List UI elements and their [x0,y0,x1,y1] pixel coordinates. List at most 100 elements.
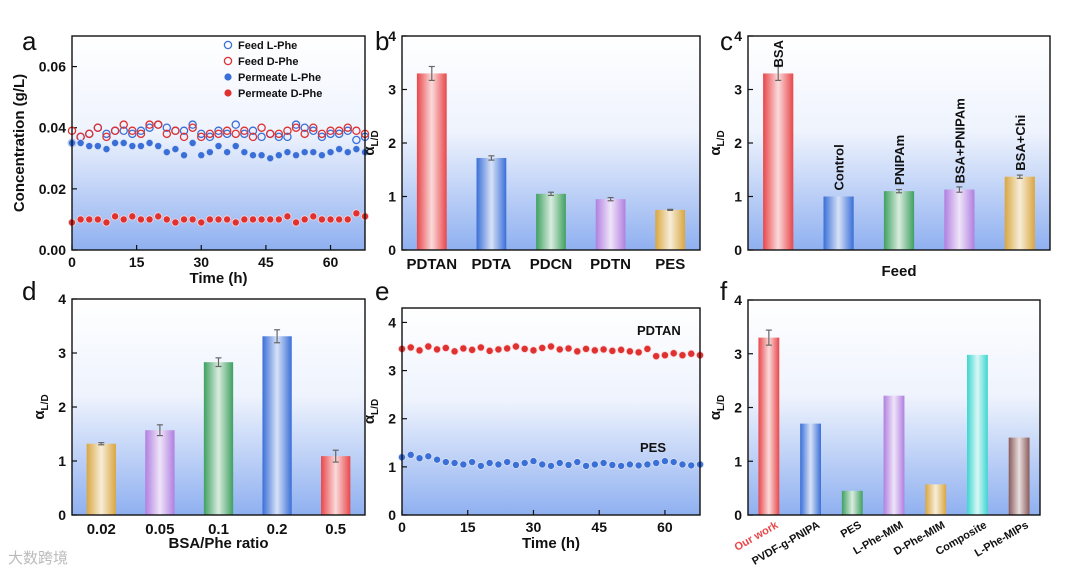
bar [321,456,351,515]
data-point [248,151,257,160]
y-tick-label: 0 [388,507,396,523]
data-point [660,457,669,466]
data-point [231,218,240,227]
data-point [608,460,617,469]
x-axis-label: Time (h) [522,535,580,552]
y-axis-label: Concentration (g/L) [11,74,28,212]
panel-d: d 0 1 2 3 4 αL/D BSA/Phe ratio 0.02 0.05 0.1 0.2 0.5 [22,276,366,552]
data-point [643,460,652,469]
category-label: BSA+PNIPAm [952,98,967,183]
legend-label: Feed L-Phe [238,40,297,52]
category-label: BSA [771,39,786,67]
data-point [274,129,284,139]
data-point [433,455,442,464]
bar [1004,176,1035,250]
data-point [300,129,309,139]
bar [203,362,234,515]
y-axis-label-sub: L/D [40,394,51,410]
y-tick-label: 2 [58,399,66,415]
y-tick-label: 4 [388,28,396,44]
bar [595,199,626,250]
data-point [343,126,353,136]
data-point [136,142,145,151]
data-point [450,347,459,356]
data-point [102,129,111,139]
data-point [197,129,206,139]
watermark: 大数跨境 [8,549,69,567]
series-feed-d-phe [67,120,370,142]
data-point [128,126,137,136]
data-point [406,343,415,352]
bar [883,395,905,515]
data-point [450,459,459,468]
data-point [111,212,120,221]
data-point [240,148,249,157]
bar [883,191,915,250]
x-axis-label: Feed [881,263,916,280]
data-point [128,212,137,221]
data-point [634,461,643,470]
data-point [283,132,292,142]
y-axis-label-sub: L/D [716,130,727,146]
data-point [179,132,189,142]
panel-e: e 0 1 2 3 4 αL/D Time (h) 0 15 30 45 60 PDTAN PES [361,276,705,552]
data-point [441,458,450,467]
data-point [179,126,189,136]
data-point [188,123,197,132]
y-axis-label-main: α [361,146,378,156]
data-point [223,215,232,224]
data-point [214,142,223,151]
y-axis-label-main: α [31,410,48,420]
x-tick-label: 60 [323,254,339,270]
category-label: 0.2 [267,521,288,538]
data-point [171,145,180,154]
data-point [468,345,477,354]
panel-label: b [375,26,389,56]
data-point [231,129,240,139]
plot-background [402,308,700,515]
data-point [309,126,318,136]
data-point [85,142,94,151]
category-label: 0.1 [208,521,229,538]
y-tick-label: 4 [58,291,66,307]
data-point [283,148,292,157]
y-tick-label: 3 [734,82,742,98]
data-point [625,460,634,469]
category-label: 0.02 [87,521,116,538]
data-point [309,148,318,157]
data-point [529,346,538,355]
y-axis-label: αL/D [361,399,381,424]
data-point [317,132,327,142]
y-tick-label: 0.00 [39,242,66,258]
data-point [529,457,538,466]
data-point [214,129,223,139]
data-point [119,126,128,136]
data-point [128,142,137,151]
y-tick-label: 0.06 [39,59,66,75]
y-tick-label: 0 [58,507,66,523]
data-point [222,129,232,139]
data-point [415,454,424,463]
data-point [214,215,223,224]
data-point [240,129,249,139]
data-point [248,215,257,224]
data-point [300,148,309,157]
y-tick-label: 0 [734,507,742,523]
y-tick-label: 2 [734,400,742,416]
data-point [205,148,214,157]
panel-label: e [375,276,389,306]
data-point [162,215,171,224]
data-point [476,461,485,470]
data-point [223,148,232,157]
data-point [93,215,102,224]
data-point [643,344,652,353]
data-point [660,351,669,360]
data-point [424,342,433,351]
category-label: Control [832,144,847,190]
x-tick-label: 0 [398,519,406,535]
y-axis-label-main: α [707,410,724,420]
category-label: PES [655,256,685,273]
data-point [136,215,145,224]
data-point [162,148,171,157]
y-axis-label-sub: L/D [370,130,381,146]
